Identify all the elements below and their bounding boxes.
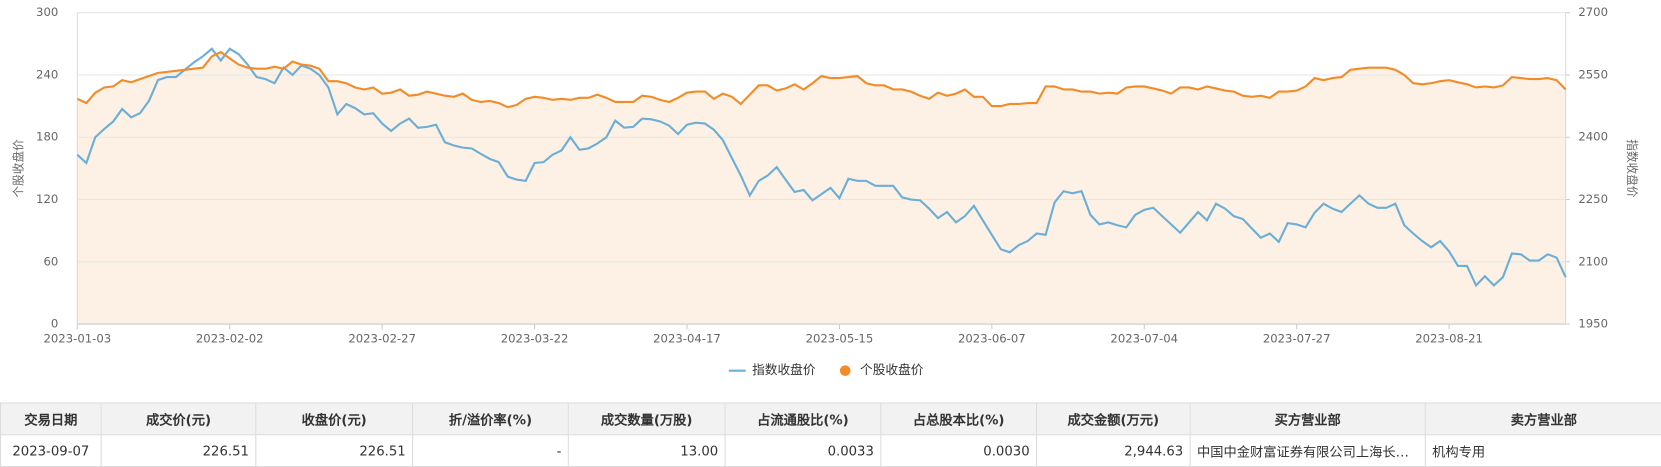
legend-label: 个股收盘价 xyxy=(860,362,924,377)
x-tick-label: 2023-05-15 xyxy=(806,331,874,345)
table-cell: 中国中金财富证券有限公司上海长… xyxy=(1189,434,1426,467)
y2-tick-label: 1950 xyxy=(1578,317,1608,331)
y-tick-label: 0 xyxy=(51,317,58,331)
column-header: 占流通股比(%) xyxy=(724,402,882,436)
legend-label: 指数收盘价 xyxy=(752,362,816,377)
table-body: 2023-09-07 226.51 226.51-13.00 0.0033 0.0030… xyxy=(0,434,1661,467)
y2-tick-label: 2400 xyxy=(1578,130,1608,144)
labels: 0 60 120 180 240 300 1950 2100 2250 2400 2550 2700 2… xyxy=(36,5,1608,377)
series-line xyxy=(76,47,1567,288)
x-tick-label: 2023-02-02 xyxy=(196,331,264,345)
y2-tick-label: 2250 xyxy=(1578,192,1608,206)
x-tick-label: 2023-08-21 xyxy=(1415,331,1483,345)
trade-table: 交易日期 成交价(元) 收盘价(元) 折/溢价率(%) 成交数量(万股) 占流通股比(%)… xyxy=(0,402,1661,467)
area xyxy=(77,52,1566,325)
chart: 个股收盘价 指数收盘价 0 60 120 180 240 300 1950 2100 2250 2… xyxy=(12,5,1639,377)
table-cell: 226.51 xyxy=(255,434,414,467)
y-axis-title: 个股收盘价 xyxy=(12,139,26,198)
y-tick-label: 300 xyxy=(36,5,58,19)
legend-swatch xyxy=(839,365,851,376)
table-cell: 226.51 xyxy=(100,434,257,467)
column-header: 成交金额(万元) xyxy=(1035,402,1191,436)
y2-axis-title: 指数收盘价 xyxy=(1625,139,1639,198)
x-tick-label: 2023-02-27 xyxy=(348,331,416,345)
table-row: 2023-09-07 226.51 226.51-13.00 0.0033 0.0030… xyxy=(0,434,1661,467)
table-cell: 机构专用 xyxy=(1424,434,1661,467)
areas xyxy=(77,52,1566,325)
y-tick-label: 180 xyxy=(36,130,58,144)
x-tick-label: 2023-06-07 xyxy=(958,331,1026,345)
y2-tick-label: 2550 xyxy=(1578,67,1608,81)
table-cell: 0.0030 xyxy=(880,434,1038,467)
table-cell: - xyxy=(412,434,569,467)
column-header: 收盘价(元) xyxy=(255,402,414,436)
column-header: 折/溢价率(%) xyxy=(412,402,569,436)
x-tick-label: 2023-04-17 xyxy=(653,331,721,345)
series-line xyxy=(76,50,1567,109)
column-header: 买方营业部 xyxy=(1189,402,1426,436)
x-tick-label: 2023-01-03 xyxy=(43,331,111,345)
table-cell: 13.00 xyxy=(567,434,726,467)
table-cell: 2023-09-07 xyxy=(0,434,102,467)
grid xyxy=(76,12,1570,330)
x-tick-label: 2023-07-27 xyxy=(1263,331,1331,345)
y-tick-label: 60 xyxy=(43,254,58,268)
column-header: 卖方营业部 xyxy=(1424,402,1661,436)
column-header: 成交数量(万股) xyxy=(567,402,726,436)
y2-tick-label: 2700 xyxy=(1578,5,1608,19)
header-row: 交易日期 成交价(元) 收盘价(元) 折/溢价率(%) 成交数量(万股) 占流通股比(%)… xyxy=(0,402,1661,436)
column-header: 交易日期 xyxy=(0,402,102,436)
y-tick-label: 120 xyxy=(36,192,58,206)
x-tick-label: 2023-03-22 xyxy=(501,331,569,345)
column-header: 成交价(元) xyxy=(100,402,257,436)
column-header: 占总股本比(%) xyxy=(880,402,1038,436)
table-cell: 2,944.63 xyxy=(1035,434,1191,467)
y-tick-label: 240 xyxy=(36,67,58,81)
table-cell: 0.0033 xyxy=(724,434,882,467)
x-tick-label: 2023-07-04 xyxy=(1110,331,1178,345)
y2-tick-label: 2100 xyxy=(1578,254,1608,268)
lines xyxy=(76,47,1567,288)
